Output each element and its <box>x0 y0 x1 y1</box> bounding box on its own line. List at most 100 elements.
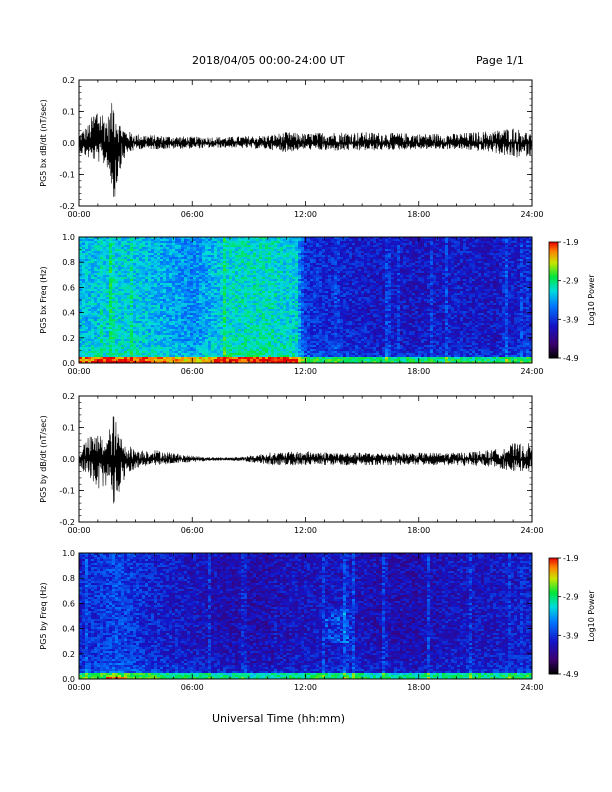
spectrogram-cell <box>133 357 137 360</box>
spectrogram-cell <box>142 241 146 244</box>
spectrogram-cell <box>85 323 89 326</box>
spectrogram-cell <box>97 347 101 350</box>
spectrogram-cell <box>145 267 149 270</box>
spectrogram-cell <box>106 267 110 270</box>
spectrogram-cell <box>163 267 167 270</box>
spectrogram-cell <box>130 335 134 338</box>
spectrogram-cell <box>94 361 98 364</box>
spectrogram-cell <box>160 347 164 350</box>
spectrogram-cell <box>148 247 152 250</box>
spectrogram-cell <box>82 289 86 292</box>
spectrogram-cell <box>85 359 89 362</box>
spectrogram-cell <box>88 291 92 294</box>
spectrogram-cell <box>124 335 128 338</box>
spectrogram-cell <box>157 267 161 270</box>
spectrogram-cell <box>103 325 107 328</box>
spectrogram-cell <box>145 329 149 332</box>
spectrogram-cell <box>79 251 83 254</box>
spectrogram-cell <box>112 273 116 276</box>
spectrogram-cell <box>106 349 110 352</box>
spectrogram-cell <box>163 243 167 246</box>
spectrogram-cell <box>97 321 101 324</box>
spectrogram-cell <box>136 293 140 296</box>
spectrogram-cell <box>100 351 104 354</box>
spectrogram-cell <box>124 261 128 264</box>
spectrogram-cell <box>130 305 134 308</box>
spectrogram-cell <box>79 247 83 250</box>
spectrogram-cell <box>148 287 152 290</box>
spectrogram-cell <box>136 355 140 358</box>
spectrogram-cell <box>142 303 146 306</box>
spectrogram-cell <box>109 295 113 298</box>
spectrogram-cell <box>100 355 104 358</box>
spectrogram-cell <box>163 279 167 282</box>
spectrogram-cell <box>163 297 167 300</box>
spectrogram-cell <box>94 295 98 298</box>
spectrogram-cell <box>127 263 131 266</box>
spectrogram-cell <box>91 243 95 246</box>
spectrogram-cell <box>112 309 116 312</box>
spectrogram-cell <box>91 331 95 334</box>
spectrogram-cell <box>151 253 155 256</box>
spectrogram-cell <box>139 315 143 318</box>
spectrogram-cell <box>118 313 122 316</box>
spectrogram-cell <box>163 275 167 278</box>
spectrogram-cell <box>94 323 98 326</box>
spectrogram-cell <box>154 345 158 348</box>
spectrogram-cell <box>97 263 101 266</box>
spectrogram-cell <box>160 321 164 324</box>
spectrogram-cell <box>136 259 140 262</box>
spectrogram-cell <box>118 239 122 242</box>
spectrogram-cell <box>103 245 107 248</box>
spectrogram-cell <box>139 337 143 340</box>
spectrogram-cell <box>85 265 89 268</box>
spectrogram-cell <box>136 275 140 278</box>
spectrogram-cell <box>94 303 98 306</box>
spectrogram-cell <box>85 311 89 314</box>
spectrogram-cell <box>97 311 101 314</box>
spectrogram-cell <box>118 329 122 332</box>
spectrogram-cell <box>118 259 122 262</box>
spectrogram-cell <box>127 347 131 350</box>
spectrogram-cell <box>91 241 95 244</box>
spectrogram-cell <box>127 255 131 258</box>
spectrogram-cell <box>124 349 128 352</box>
spectrogram-cell <box>142 313 146 316</box>
spectrogram-cell <box>112 315 116 318</box>
spectrogram-cell <box>121 267 125 270</box>
spectrogram-cell <box>121 329 125 332</box>
spectrogram-cell <box>145 303 149 306</box>
spectrogram-cell <box>151 249 155 252</box>
spectrogram-cell <box>82 319 86 322</box>
spectrogram-cell <box>82 301 86 304</box>
spectrogram-cell <box>133 245 137 248</box>
spectrogram-cell <box>166 303 170 306</box>
spectrogram-cell <box>115 285 119 288</box>
spectrogram-cell <box>124 285 128 288</box>
spectrogram-cell <box>85 271 89 274</box>
spectrogram-cell <box>157 261 161 264</box>
spectrogram-cell <box>163 341 167 344</box>
spectrogram-cell <box>154 281 158 284</box>
spectrogram-cell <box>97 301 101 304</box>
spectrogram-cell <box>130 317 134 320</box>
spectrogram-cell <box>127 303 131 306</box>
spectrogram-cell <box>139 283 143 286</box>
x-tick-label: 00:00 <box>67 210 90 219</box>
spectrogram-cell <box>97 297 101 300</box>
spectrogram-cell <box>133 351 137 354</box>
spectrogram-cell <box>145 245 149 248</box>
spectrogram-cell <box>166 255 170 258</box>
spectrogram-cell <box>154 277 158 280</box>
spectrogram-cell <box>154 305 158 308</box>
spectrogram-cell <box>136 349 140 352</box>
spectrogram-cell <box>160 315 164 318</box>
spectrogram-cell <box>100 281 104 284</box>
spectrogram-cell <box>115 301 119 304</box>
spectrogram-cell <box>157 295 161 298</box>
spectrogram-cell <box>130 289 134 292</box>
spectrogram-cell <box>151 309 155 312</box>
spectrogram-cell <box>163 335 167 338</box>
spectrogram-cell <box>124 325 128 328</box>
spectrogram-cell <box>106 333 110 336</box>
